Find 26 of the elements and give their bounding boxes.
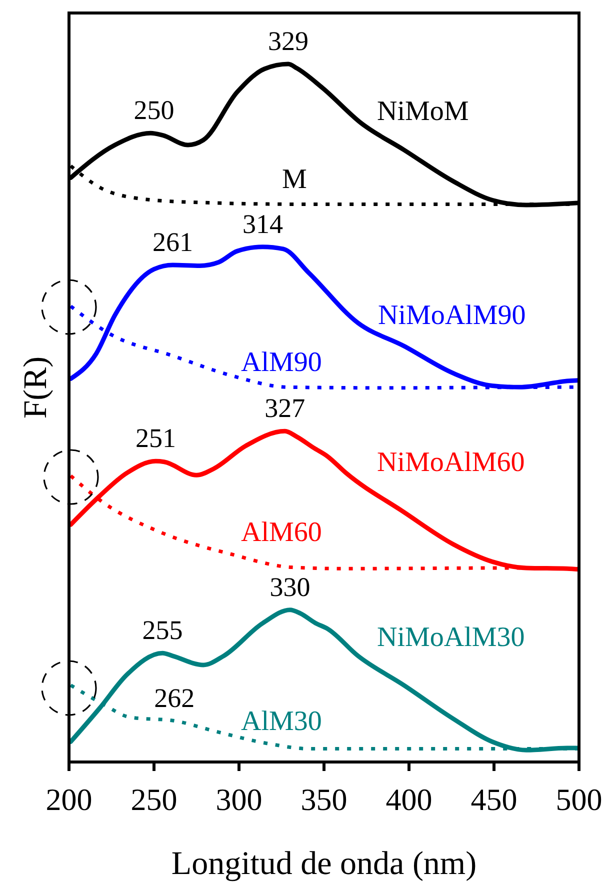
annotation: 262 [154,682,195,713]
annotation: 329 [268,26,309,56]
annotation: 327 [264,393,306,424]
series-label: AlM90 [241,347,322,378]
series-label: AlM60 [241,517,322,548]
x-tick-label: 300 [216,782,262,817]
annotation: 261 [152,227,193,258]
y-axis-title: F(R) [18,356,54,419]
annotation: 330 [270,572,310,602]
x-axis-title: Longitud de onda (nm) [171,846,477,882]
x-tick-label: 200 [46,782,92,817]
series-label: NiMoAlM30 [377,622,525,653]
x-tick-label: 400 [386,782,432,817]
x-tick-label: 350 [300,782,348,817]
annotation: 251 [135,423,176,454]
x-tick-label: 250 [130,782,178,817]
annotation: 314 [242,208,284,239]
annotation: 255 [142,615,183,646]
x-tick-label: 450 [470,782,518,817]
series-label: M [282,164,307,195]
series-label: AlM30 [241,706,322,737]
series-label: NiMoAlM60 [377,447,525,478]
series-label: NiMoM [377,96,469,127]
annotation: 250 [134,95,174,126]
series-label: NiMoAlM90 [378,300,526,331]
x-tick-label: 500 [556,782,602,817]
